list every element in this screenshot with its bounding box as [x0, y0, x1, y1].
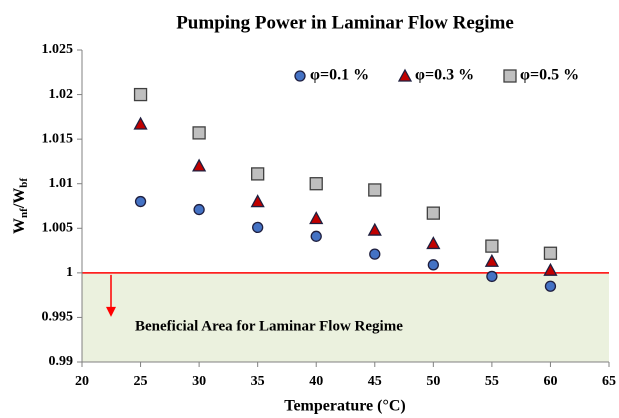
- arrow-head: [106, 306, 116, 317]
- y-tick-label: 1.02: [49, 87, 74, 102]
- point: [309, 211, 324, 225]
- point: [309, 177, 323, 191]
- beneficial-area: [82, 272, 609, 362]
- label-part: W: [11, 218, 28, 234]
- point: [544, 280, 557, 292]
- x-tick-label: 35: [251, 374, 265, 389]
- point: [427, 259, 439, 271]
- point: [251, 167, 265, 181]
- point: [486, 270, 498, 283]
- point: [484, 253, 499, 267]
- legend-marker: [503, 69, 517, 83]
- y-tick-label: 1.005: [42, 221, 74, 236]
- y-tick-label: 1.015: [42, 131, 74, 146]
- point: [250, 194, 265, 208]
- label-part: /W: [11, 188, 28, 209]
- point: [369, 248, 381, 260]
- x-tick-label: 30: [192, 374, 206, 389]
- subscript: nf: [18, 208, 30, 218]
- point: [134, 195, 147, 208]
- x-tick-label: 50: [426, 374, 440, 389]
- point: [543, 246, 558, 260]
- y-tick-label: 0.995: [42, 310, 74, 325]
- x-tick-label: 55: [485, 374, 499, 389]
- y-tick-label: 1.025: [42, 42, 74, 57]
- point: [252, 221, 264, 234]
- legend-marker: [294, 70, 306, 82]
- point: [368, 183, 382, 197]
- y-tick-label: 1.01: [49, 176, 74, 191]
- y-axis-label: Wnf/Wbf: [11, 178, 30, 234]
- legend-marker: [397, 68, 413, 82]
- subscript: bf: [18, 178, 30, 188]
- point: [310, 230, 322, 242]
- y-tick-label: 0.99: [49, 354, 74, 369]
- point: [485, 239, 499, 253]
- legend-label: φ=0.5 %: [520, 67, 579, 84]
- x-tick-label: 65: [602, 374, 616, 389]
- legend-label: φ=0.3 %: [415, 67, 474, 84]
- point: [192, 158, 207, 172]
- x-tick-label: 60: [543, 374, 557, 389]
- point: [193, 203, 205, 216]
- annotation: Beneficial Area for Laminar Flow Regime: [135, 318, 403, 334]
- chart-title: Pumping Power in Laminar Flow Regime: [176, 12, 514, 33]
- x-tick-label: 40: [309, 374, 323, 389]
- point: [133, 87, 148, 102]
- point: [543, 262, 558, 276]
- point: [426, 236, 441, 250]
- point: [367, 222, 382, 236]
- x-tick-label: 45: [368, 374, 382, 389]
- y-tick-label: 1: [66, 265, 73, 280]
- x-tick-label: 25: [134, 374, 148, 389]
- point: [192, 126, 206, 140]
- x-tick-label: 20: [75, 374, 89, 389]
- y-axis-label-text: Wnf/Wbf: [11, 178, 30, 234]
- legend-label: φ=0.1 %: [310, 67, 369, 84]
- point: [426, 206, 440, 220]
- x-axis-label: Temperature (°C): [284, 398, 405, 415]
- point: [133, 116, 148, 130]
